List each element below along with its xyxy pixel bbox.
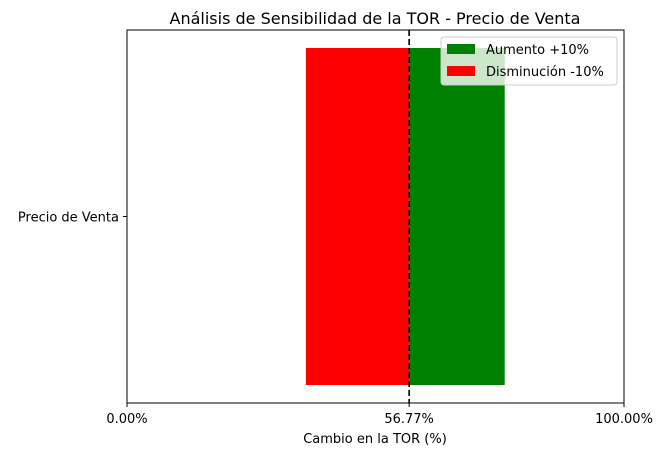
bars-layer — [305, 48, 505, 385]
bar-aumento — [409, 48, 505, 385]
legend-box — [440, 36, 618, 86]
legend-swatch-aumento — [447, 44, 475, 54]
y-axis-ticks: Precio de Venta — [18, 211, 127, 226]
bar-disminucion — [305, 48, 410, 385]
x-tick-label: 56.77% — [384, 412, 434, 427]
x-tick-label: 100.00% — [595, 412, 653, 427]
chart-title: Análisis de Sensibilidad de la TOR - Pre… — [170, 9, 581, 28]
x-axis-label: Cambio en la TOR (%) — [303, 432, 447, 447]
legend-label-disminucion: Disminución -10% — [486, 65, 604, 80]
y-tick-label: Precio de Venta — [18, 211, 119, 226]
legend-label-aumento: Aumento +10% — [486, 43, 589, 58]
legend-swatch-disminucion — [447, 66, 475, 76]
x-tick-label: 0.00% — [106, 412, 147, 427]
legend: Aumento +10% Disminución -10% — [440, 36, 618, 86]
x-axis-ticks: 0.00% 56.77% 100.00% — [106, 403, 653, 427]
